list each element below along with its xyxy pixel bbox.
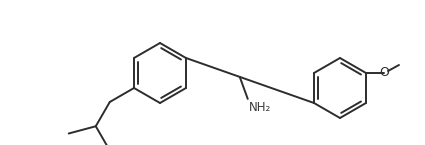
Text: NH₂: NH₂ bbox=[249, 101, 271, 114]
Text: O: O bbox=[379, 67, 389, 79]
